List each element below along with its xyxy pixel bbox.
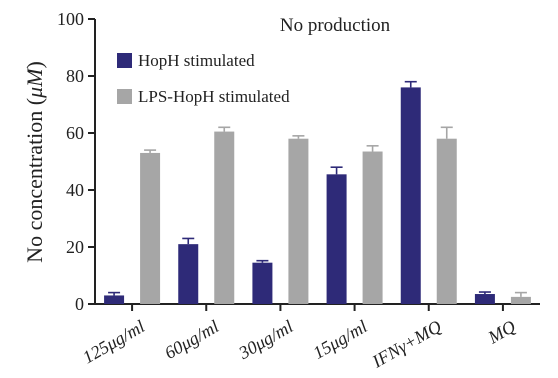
y-tick-label: 60: [66, 123, 84, 143]
y-tick-label: 80: [66, 66, 84, 86]
bar: [214, 131, 235, 304]
y-axis-label-unit: μM: [22, 67, 47, 99]
axes: [94, 19, 540, 305]
bar: [140, 152, 161, 304]
bar: [436, 138, 457, 304]
bars-layer: [104, 80, 531, 305]
bar: [510, 296, 531, 304]
bar: [326, 174, 347, 304]
y-tick-label: 40: [66, 180, 84, 200]
x-tick-label: 15μg/ml: [309, 316, 370, 363]
y-axis-label: No concentration (μM): [22, 61, 47, 263]
legend-label: LPS-HopH stimulated: [138, 87, 290, 106]
bar: [252, 262, 273, 304]
x-tick-label: MQ: [484, 316, 519, 348]
y-axis-label-text: No concentration (: [22, 98, 47, 263]
chart-title: No production: [280, 15, 391, 36]
x-tick-label: IFNγ+MQ: [368, 316, 445, 372]
bar: [400, 87, 421, 305]
legend-label: HopH stimulated: [138, 51, 255, 70]
y-axis-label-close: ): [22, 61, 47, 68]
y-tick-label: 100: [57, 9, 84, 29]
bar: [104, 295, 125, 304]
legend-swatch: [117, 89, 132, 104]
y-tick-label: 0: [75, 294, 84, 314]
x-tick-label: 125μg/ml: [79, 316, 148, 367]
y-tick-label: 20: [66, 237, 84, 257]
bar: [474, 294, 495, 304]
x-tick-label: 30μg/ml: [234, 316, 296, 363]
legend: HopH stimulated LPS-HopH stimulated: [117, 51, 290, 106]
bar: [362, 151, 383, 304]
bar: [178, 244, 199, 304]
x-tick-label: 60μg/ml: [161, 316, 222, 363]
legend-swatch: [117, 53, 132, 68]
bar: [288, 138, 309, 304]
